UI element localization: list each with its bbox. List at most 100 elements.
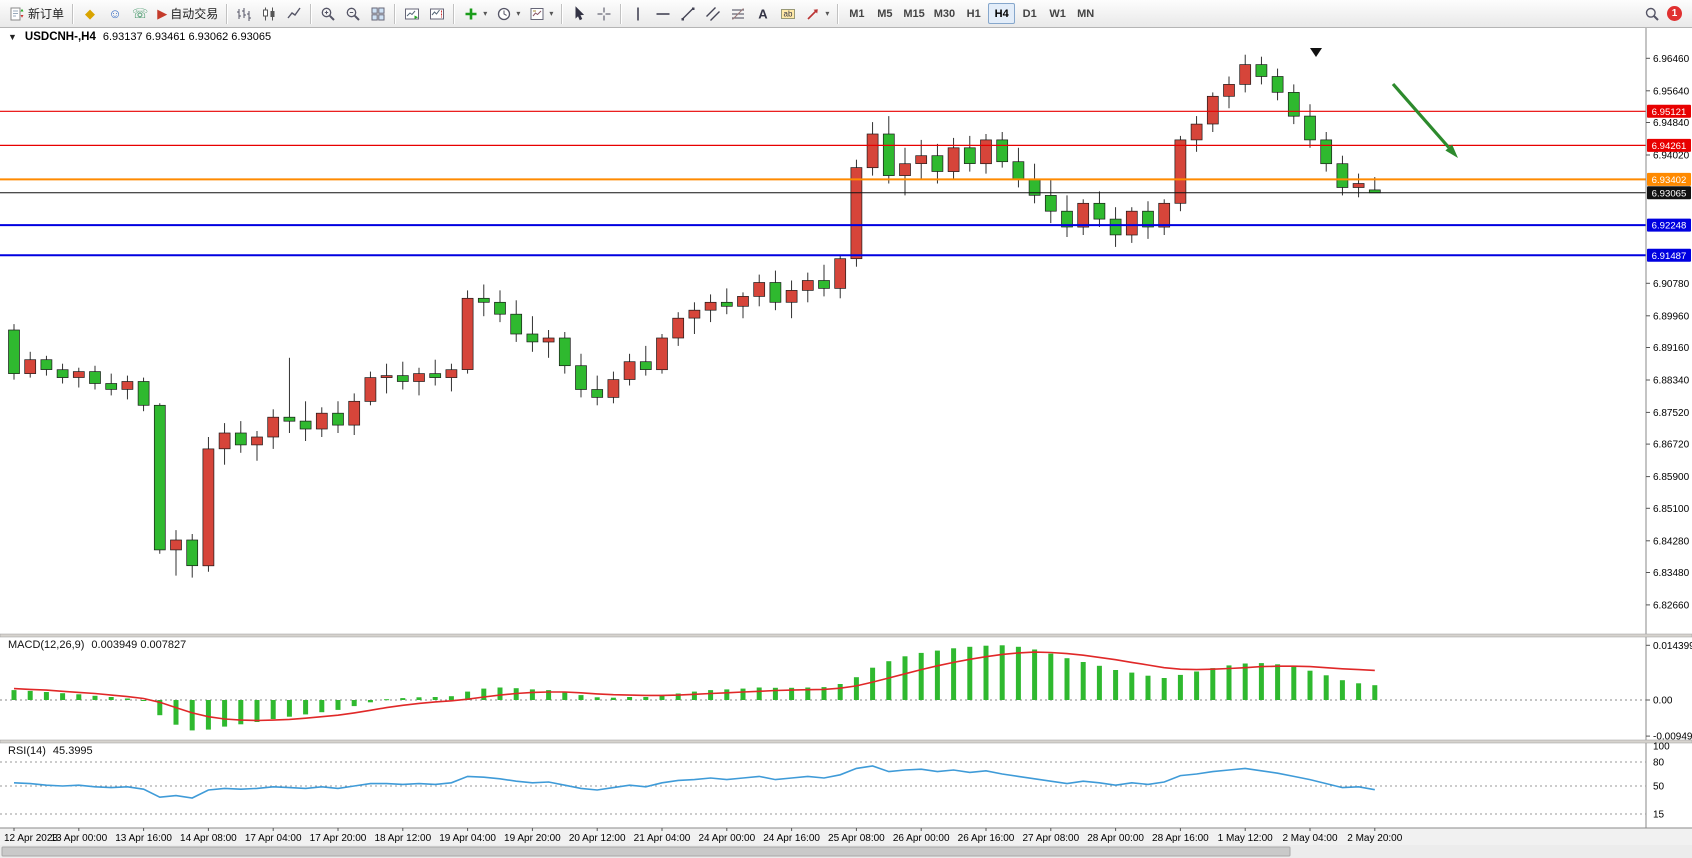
panel-divider[interactable]: [0, 633, 1692, 638]
metaeditor-button[interactable]: ◆: [78, 2, 102, 25]
templates-button[interactable]: ▾: [525, 2, 557, 25]
templates-icon: [530, 7, 544, 20]
price-axis-label: 6.82660: [1653, 600, 1690, 611]
candle-body: [1044, 195, 1057, 212]
auto-trading-button[interactable]: ▶ 自动交易: [153, 2, 222, 25]
timeframe-button-m1[interactable]: M1: [843, 3, 870, 24]
macd-bar: [1080, 662, 1086, 700]
candle-body: [639, 361, 652, 370]
timeframe-button-d1[interactable]: D1: [1016, 3, 1043, 24]
macd-axis-labels: 0.014399 0.00 -0.009491: [1646, 641, 1692, 743]
macd-bar: [238, 700, 244, 725]
macd-bar: [303, 700, 309, 715]
periods-clock-button[interactable]: ▾: [492, 2, 524, 25]
candle-body: [1142, 210, 1154, 228]
text-button[interactable]: A: [751, 2, 775, 25]
search-button[interactable]: [1640, 2, 1664, 25]
candle-body: [348, 400, 361, 426]
chart-shift-button[interactable]: [425, 2, 449, 25]
timeframe-button-m5[interactable]: M5: [871, 3, 898, 24]
macd-bar: [124, 698, 130, 700]
candle-body: [704, 301, 717, 311]
timeframe-button-m15[interactable]: M15: [899, 3, 928, 24]
time-axis-label: 27 Apr 08:00: [1022, 833, 1079, 844]
new-order-icon: [10, 7, 24, 20]
arrows-button[interactable]: ▾: [801, 2, 833, 25]
text-label-button[interactable]: ab: [776, 2, 800, 25]
svg-text:6.91487: 6.91487: [1652, 251, 1687, 262]
bar-chart-button[interactable]: [232, 2, 256, 25]
chart-shift-marker-icon[interactable]: [1310, 48, 1322, 57]
macd-bar: [11, 690, 17, 700]
one-click-trading-toggle-icon[interactable]: ▼: [8, 32, 17, 42]
line-chart-button[interactable]: [282, 2, 306, 25]
trendline-button[interactable]: [676, 2, 700, 25]
macd-bar: [951, 648, 957, 700]
macd-bar: [724, 689, 730, 700]
time-axis-label: 13 Apr 00:00: [50, 833, 107, 844]
macd-bar: [594, 697, 600, 700]
svg-text:6.92248: 6.92248: [1652, 221, 1687, 232]
candle-body: [1077, 202, 1090, 228]
macd-bar: [1161, 678, 1167, 700]
macd-bar: [448, 696, 454, 700]
rsi-line: [13, 765, 1375, 799]
macd-bar: [1307, 670, 1313, 700]
timeframe-button-h1[interactable]: H1: [960, 3, 987, 24]
toolbar-separator: [837, 3, 840, 24]
candle-body: [1336, 163, 1349, 188]
macd-bar: [335, 700, 341, 710]
time-axis-label: 19 Apr 04:00: [439, 833, 496, 844]
candlestick-chart-button[interactable]: [257, 2, 281, 25]
price-axis-label: 6.89960: [1653, 311, 1690, 322]
timeframe-button-w1[interactable]: W1: [1044, 3, 1071, 24]
trend-arrow-annotation[interactable]: [1391, 82, 1458, 158]
fibonacci-button[interactable]: [726, 2, 750, 25]
price-axis-label: 6.83480: [1653, 568, 1690, 579]
time-axis-label: 12 Apr 2023: [4, 833, 58, 844]
candle-body: [575, 365, 587, 390]
candle-body: [105, 383, 118, 390]
zoom-out-button[interactable]: [341, 2, 365, 25]
timeframe-button-m30[interactable]: M30: [930, 3, 959, 24]
svg-text:ab: ab: [784, 9, 793, 18]
indicators-add-button[interactable]: ▾: [459, 2, 491, 25]
notification-badge[interactable]: 1: [1667, 6, 1682, 21]
new-order-button[interactable]: 新订单: [5, 2, 68, 25]
macd-bar: [837, 684, 843, 700]
candle-body: [1239, 64, 1252, 85]
cursor-button[interactable]: [567, 2, 591, 25]
panel-divider[interactable]: [0, 739, 1692, 744]
crosshair-button[interactable]: [592, 2, 616, 25]
horizontal-line-button[interactable]: [651, 2, 675, 25]
timeframe-button-mn[interactable]: MN: [1072, 3, 1099, 24]
candle-body: [656, 337, 668, 371]
macd-bar: [1096, 665, 1102, 700]
tile-windows-button[interactable]: [366, 2, 390, 25]
time-axis-label: 2 May 20:00: [1347, 833, 1402, 844]
candle-body: [186, 539, 199, 567]
svg-text:6.93065: 6.93065: [1652, 188, 1687, 199]
macd-bar: [691, 691, 697, 700]
profile-icon: ☺: [108, 6, 122, 21]
timeframe-button-h4[interactable]: H4: [988, 3, 1016, 24]
auto-scroll-button[interactable]: [400, 2, 424, 25]
candle-body: [866, 133, 879, 169]
indicators-add-icon: [465, 8, 477, 19]
price-axis-label: 6.87520: [1653, 408, 1690, 419]
vertical-line-button[interactable]: [626, 2, 650, 25]
profile-button[interactable]: ☺: [103, 2, 127, 25]
macd-bar: [270, 700, 276, 719]
support-button[interactable]: ☏: [128, 2, 152, 25]
candle-body: [24, 359, 37, 374]
equidistant-channel-button[interactable]: [701, 2, 725, 25]
time-axis-label: 14 Apr 08:00: [180, 833, 237, 844]
zoom-in-button[interactable]: [316, 2, 340, 25]
candle-body: [1061, 210, 1073, 228]
scrollbar-thumb[interactable]: [1, 846, 1291, 857]
time-axis-label: 28 Apr 00:00: [1087, 833, 1144, 844]
chart-canvas[interactable]: 6.96460 6.95640 6.94840 6.94020 6.90780 6.899…: [0, 28, 1692, 858]
macd-bar: [351, 700, 357, 707]
macd-bar: [610, 697, 616, 700]
candle-body: [121, 381, 134, 390]
